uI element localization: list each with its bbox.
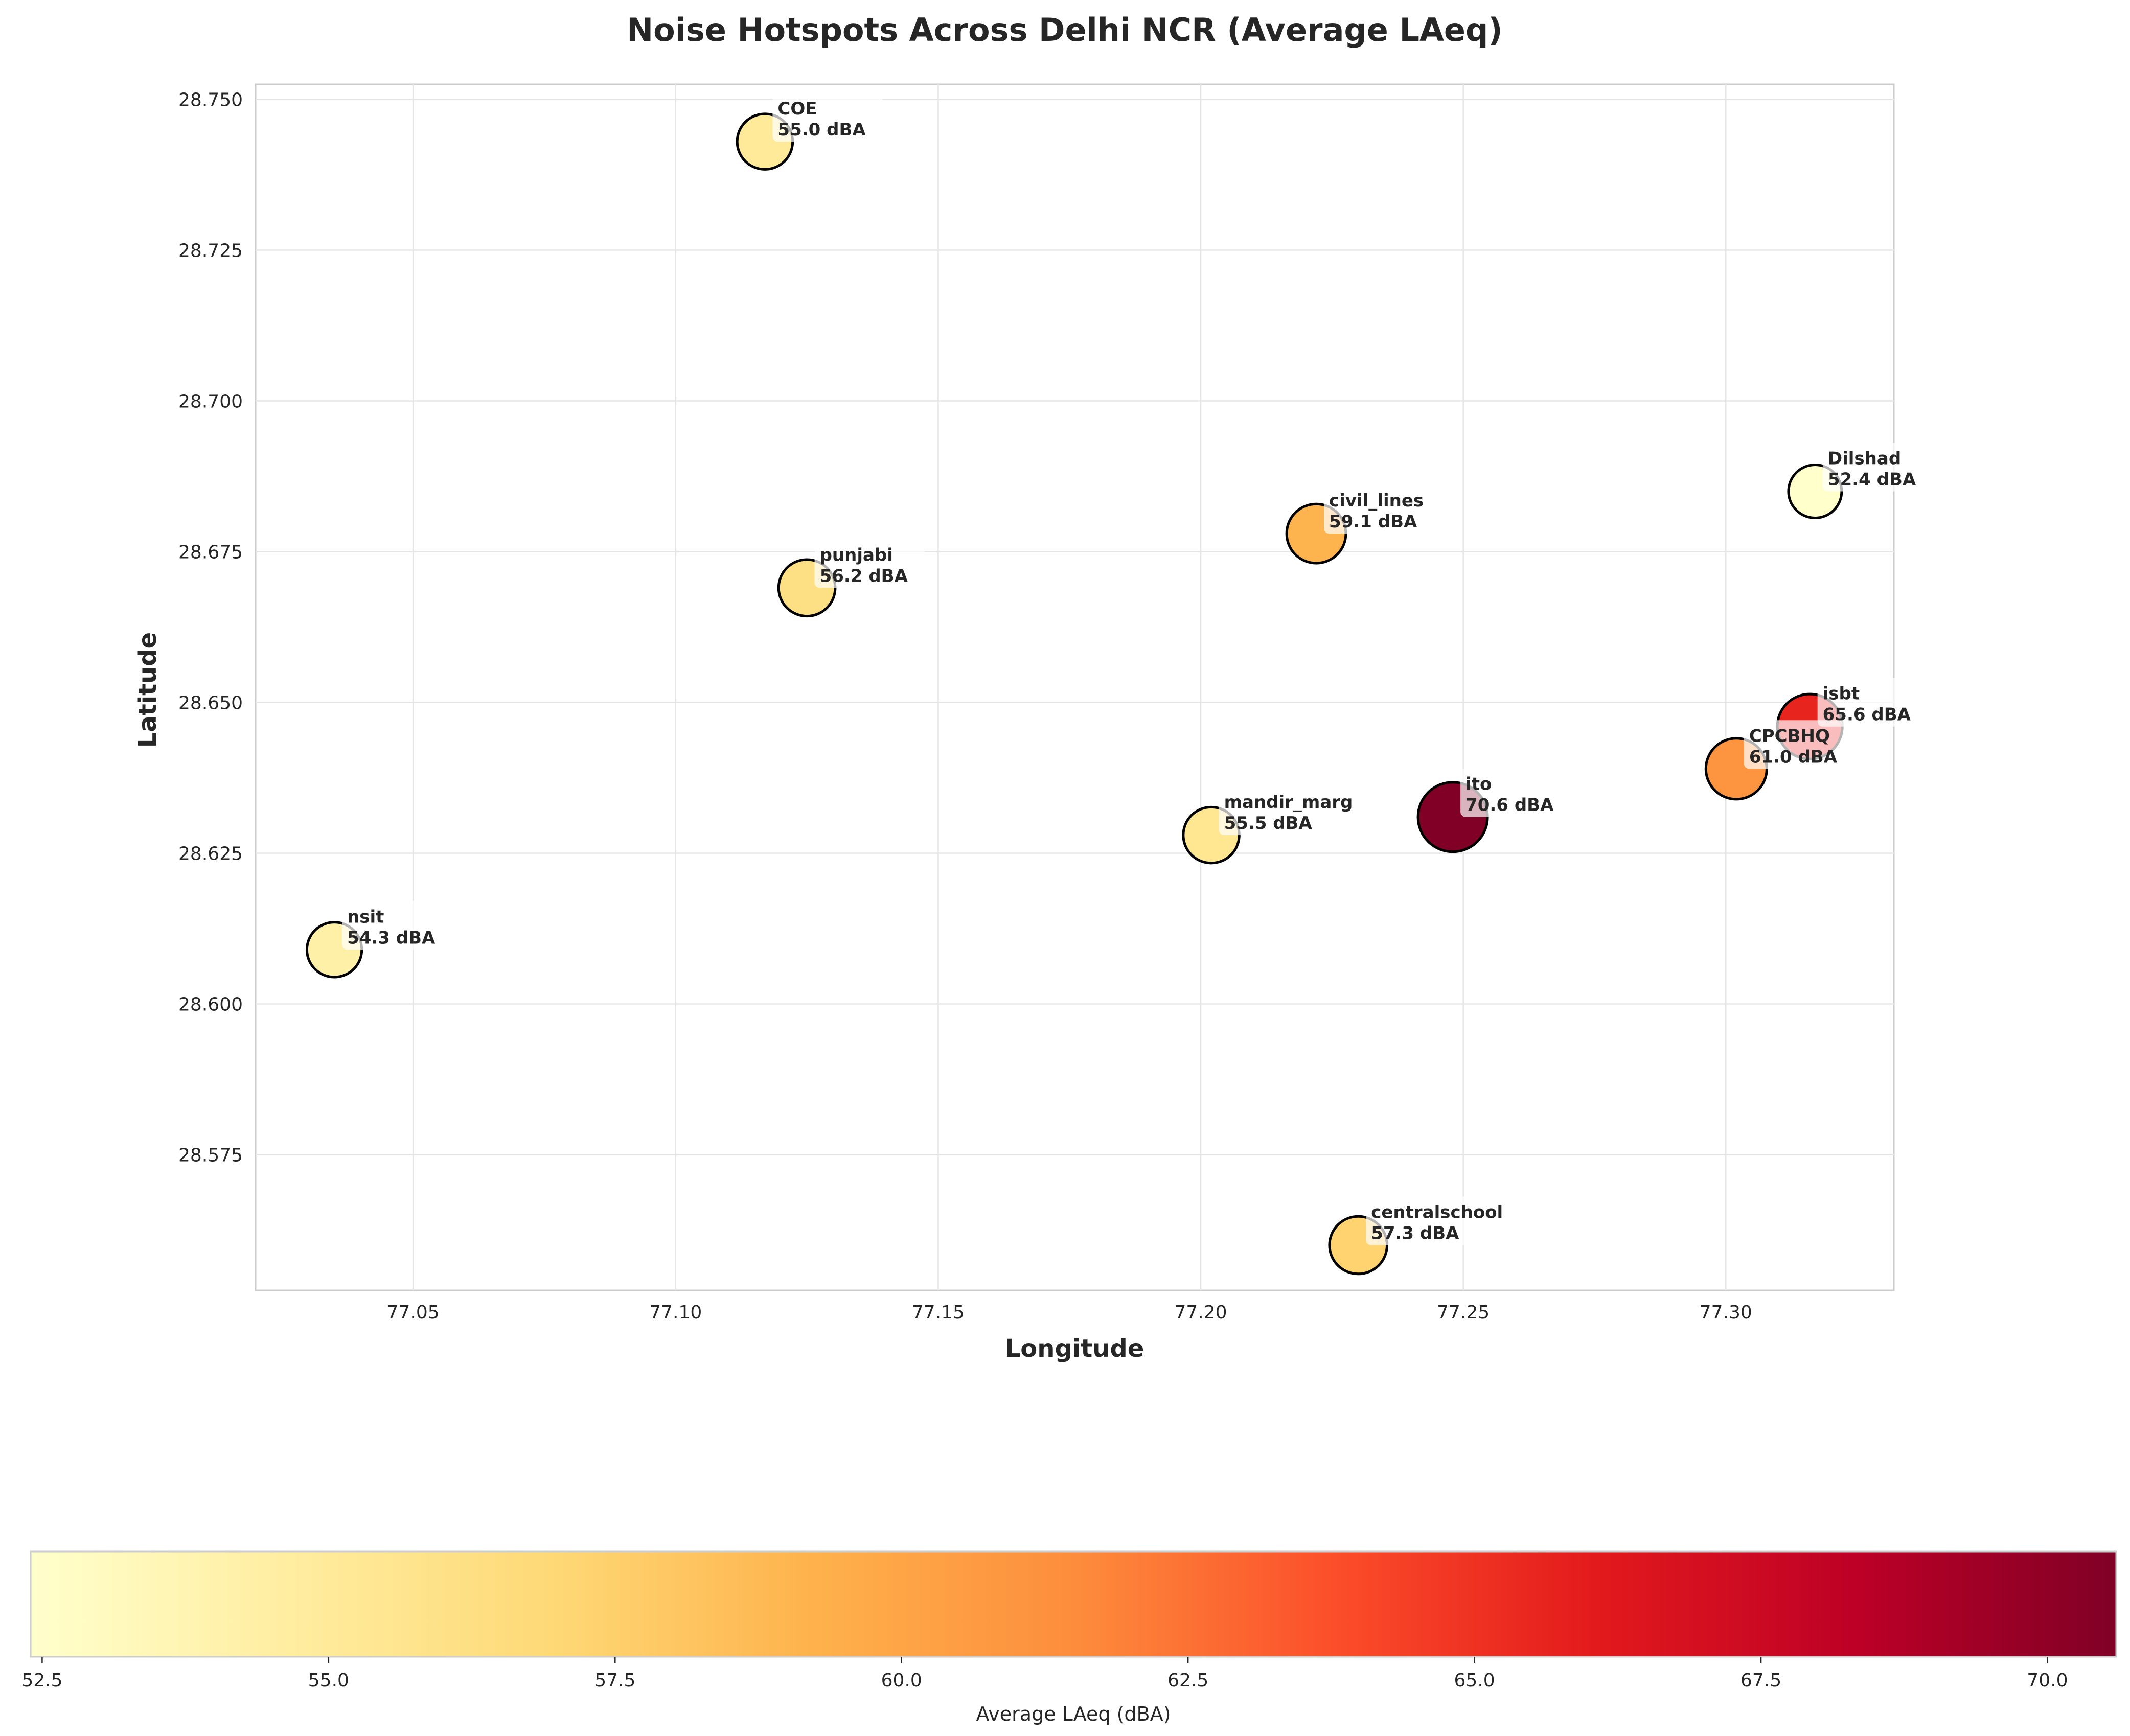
x-tick-label: 77.05 — [387, 1302, 440, 1323]
x-tick-label: 77.15 — [912, 1302, 965, 1323]
colorbar-tick-label: 52.5 — [21, 1670, 62, 1691]
point-label-box — [1744, 720, 1854, 769]
grid-lines — [256, 84, 1894, 1290]
colorbar-tick-label: 55.0 — [308, 1670, 349, 1691]
colorbar-tick-label: 70.0 — [2027, 1670, 2068, 1691]
y-tick-label: 28.700 — [178, 391, 243, 412]
point-name-label: punjabi — [820, 545, 893, 565]
x-axis-ticks: 77.05 77.10 77.15 77.20 77.25 77.30 — [387, 1302, 1752, 1323]
y-tick-label: 28.600 — [178, 994, 243, 1015]
point-label-box — [772, 93, 883, 142]
point-name-label: centralschool — [1371, 1202, 1503, 1223]
colorbar-tick-label: 57.5 — [594, 1670, 635, 1691]
y-axis-label: Latitude — [133, 632, 162, 748]
point-label-box — [1822, 443, 1933, 492]
x-tick-label: 77.30 — [1700, 1302, 1752, 1323]
point-name-label: isbt — [1823, 684, 1860, 704]
colorbar — [30, 1550, 2117, 1658]
point-label-box — [1817, 678, 1928, 727]
point-value-label: 52.4 dBA — [1828, 470, 1916, 490]
point-value-label: 55.5 dBA — [1224, 813, 1313, 834]
colorbar-tick-label: 65.0 — [1454, 1670, 1495, 1691]
point-value-label: 59.1 dBA — [1329, 512, 1417, 532]
point-value-label: 55.0 dBA — [777, 120, 866, 140]
point-label-box — [814, 539, 925, 588]
x-tick-label: 77.10 — [649, 1302, 702, 1323]
y-tick-label: 28.750 — [178, 90, 243, 111]
chart-title: Noise Hotspots Across Delhi NCR (Average… — [627, 11, 1502, 49]
colorbar-label: Average LAeq (dBA) — [976, 1703, 1171, 1725]
y-tick-label: 28.625 — [178, 844, 243, 865]
point-value-label: 57.3 dBA — [1371, 1223, 1459, 1244]
x-axis-label: Longitude — [1005, 1334, 1144, 1363]
point-name-label: mandir_marg — [1224, 792, 1353, 813]
colorbar-tick-label: 62.5 — [1167, 1670, 1208, 1691]
y-tick-label: 28.675 — [178, 542, 243, 563]
point-name-label: COE — [777, 99, 817, 119]
y-tick-label: 28.725 — [178, 241, 243, 262]
colorbar-tick-label: 67.5 — [1740, 1670, 1781, 1691]
plot-area — [255, 83, 1895, 1291]
point-name-label: ito — [1465, 774, 1492, 795]
colorbar-tick-label: 60.0 — [881, 1670, 922, 1691]
point-name-label: civil_lines — [1329, 491, 1424, 511]
point-label-box — [1460, 768, 1571, 817]
point-value-label: 56.2 dBA — [820, 566, 908, 586]
y-tick-label: 28.575 — [178, 1145, 243, 1166]
point-name-label: Dilshad — [1828, 449, 1901, 469]
point-value-label: 54.3 dBA — [347, 928, 436, 948]
y-axis-ticks: 28.575 28.600 28.625 28.650 28.675 28.700 28.7… — [178, 90, 243, 1166]
point-value-label: 70.6 dBA — [1465, 795, 1554, 816]
point-label-box — [1366, 1196, 1476, 1245]
point-label-box — [1219, 786, 1329, 836]
point-value-label: 61.0 dBA — [1749, 747, 1838, 767]
x-tick-label: 77.25 — [1437, 1302, 1490, 1323]
point-label-box — [342, 901, 452, 950]
point-label-box — [1324, 485, 1434, 534]
colorbar-ticks: 52.5 55.0 57.5 60.0 62.5 65.0 67.5 70.0 — [21, 1657, 2068, 1691]
point-name-label: nsit — [347, 907, 384, 927]
x-tick-label: 77.20 — [1175, 1302, 1227, 1323]
y-tick-label: 28.650 — [178, 693, 243, 714]
point-name-label: CPCBHQ — [1749, 726, 1830, 746]
